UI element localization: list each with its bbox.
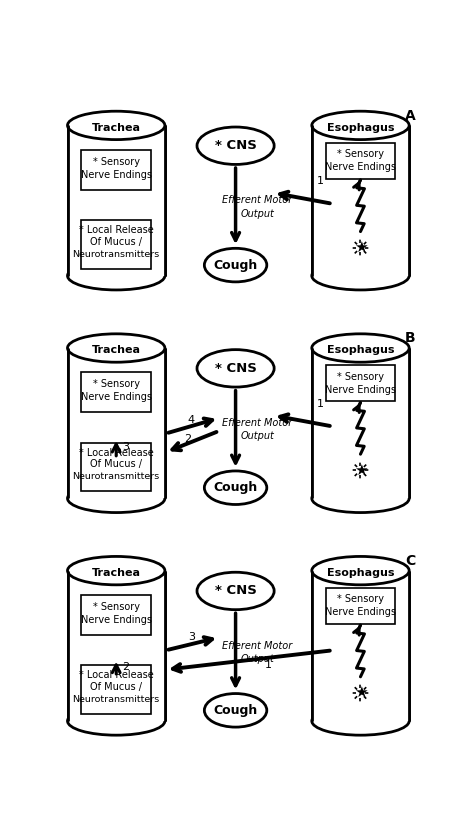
Text: Neurotransmitters: Neurotransmitters <box>73 250 160 259</box>
Bar <box>82 665 151 714</box>
Text: B: B <box>405 331 416 345</box>
Bar <box>312 571 409 721</box>
Ellipse shape <box>67 556 165 585</box>
Ellipse shape <box>312 111 409 140</box>
Ellipse shape <box>312 556 409 585</box>
Bar <box>67 126 165 276</box>
Text: A: A <box>405 109 416 122</box>
Text: Of Mucus /: Of Mucus / <box>90 237 142 247</box>
Text: 2: 2 <box>184 434 191 444</box>
Text: * Sensory: * Sensory <box>337 372 384 382</box>
Ellipse shape <box>312 111 409 140</box>
Bar <box>326 365 395 401</box>
Text: Cough: Cough <box>213 481 258 494</box>
Text: Nerve Endings: Nerve Endings <box>81 392 152 402</box>
Text: 2: 2 <box>122 662 129 672</box>
Ellipse shape <box>197 127 274 164</box>
Text: 1: 1 <box>317 399 324 409</box>
Text: * Sensory: * Sensory <box>93 157 140 167</box>
Bar <box>312 348 409 499</box>
Text: ★: ★ <box>354 685 367 701</box>
Text: Trachea: Trachea <box>91 568 141 577</box>
Ellipse shape <box>67 111 165 140</box>
Text: Cough: Cough <box>213 259 258 272</box>
Bar <box>326 587 395 623</box>
Text: Nerve Endings: Nerve Endings <box>325 385 396 395</box>
Bar <box>82 442 151 491</box>
Text: 1: 1 <box>265 660 272 670</box>
Text: Efferent Motor
Output: Efferent Motor Output <box>222 641 293 664</box>
Ellipse shape <box>67 261 165 290</box>
Ellipse shape <box>197 572 274 610</box>
Text: * Local Release: * Local Release <box>79 670 154 680</box>
Text: Cough: Cough <box>213 704 258 716</box>
Text: * Sensory: * Sensory <box>93 602 140 612</box>
Text: 3: 3 <box>122 442 129 452</box>
Text: Trachea: Trachea <box>91 122 141 132</box>
Ellipse shape <box>197 349 274 387</box>
Text: Nerve Endings: Nerve Endings <box>325 608 396 618</box>
Text: Esophagus: Esophagus <box>327 568 394 577</box>
Text: * Sensory: * Sensory <box>337 149 384 159</box>
Bar <box>312 126 409 276</box>
Text: Of Mucus /: Of Mucus / <box>90 682 142 692</box>
Text: * Sensory: * Sensory <box>337 594 384 604</box>
Ellipse shape <box>67 334 165 362</box>
Text: Nerve Endings: Nerve Endings <box>81 170 152 180</box>
Text: * Local Release: * Local Release <box>79 225 154 235</box>
Ellipse shape <box>312 484 409 513</box>
Bar <box>82 150 151 189</box>
Ellipse shape <box>312 706 409 735</box>
Ellipse shape <box>67 556 165 585</box>
Bar <box>82 372 151 412</box>
Ellipse shape <box>204 471 267 504</box>
Text: 1: 1 <box>317 176 324 186</box>
Text: * CNS: * CNS <box>215 362 256 375</box>
Text: 4: 4 <box>188 415 195 425</box>
Ellipse shape <box>312 334 409 362</box>
Ellipse shape <box>67 111 165 140</box>
Text: Efferent Motor
Output: Efferent Motor Output <box>222 195 293 219</box>
Text: * Sensory: * Sensory <box>93 380 140 390</box>
Text: ★: ★ <box>354 241 367 256</box>
Ellipse shape <box>312 334 409 362</box>
Text: Esophagus: Esophagus <box>327 122 394 132</box>
Ellipse shape <box>204 694 267 727</box>
Text: 3: 3 <box>188 633 195 643</box>
Bar <box>326 142 395 178</box>
Text: * CNS: * CNS <box>215 139 256 153</box>
Text: Nerve Endings: Nerve Endings <box>325 162 396 172</box>
Ellipse shape <box>312 556 409 585</box>
Bar <box>82 220 151 269</box>
Bar <box>67 348 165 499</box>
Text: Neurotransmitters: Neurotransmitters <box>73 695 160 704</box>
Text: * CNS: * CNS <box>215 584 256 597</box>
Bar <box>82 595 151 635</box>
Text: Trachea: Trachea <box>91 345 141 355</box>
Text: Esophagus: Esophagus <box>327 345 394 355</box>
Text: Nerve Endings: Nerve Endings <box>81 615 152 625</box>
Text: Of Mucus /: Of Mucus / <box>90 459 142 469</box>
Ellipse shape <box>312 261 409 290</box>
Bar <box>67 571 165 721</box>
Ellipse shape <box>67 706 165 735</box>
Text: Neurotransmitters: Neurotransmitters <box>73 473 160 481</box>
Text: ★: ★ <box>354 463 367 478</box>
Text: C: C <box>405 554 416 568</box>
Text: * Local Release: * Local Release <box>79 447 154 458</box>
Ellipse shape <box>67 484 165 513</box>
Ellipse shape <box>67 334 165 362</box>
Ellipse shape <box>204 248 267 282</box>
Text: Efferent Motor
Output: Efferent Motor Output <box>222 418 293 442</box>
